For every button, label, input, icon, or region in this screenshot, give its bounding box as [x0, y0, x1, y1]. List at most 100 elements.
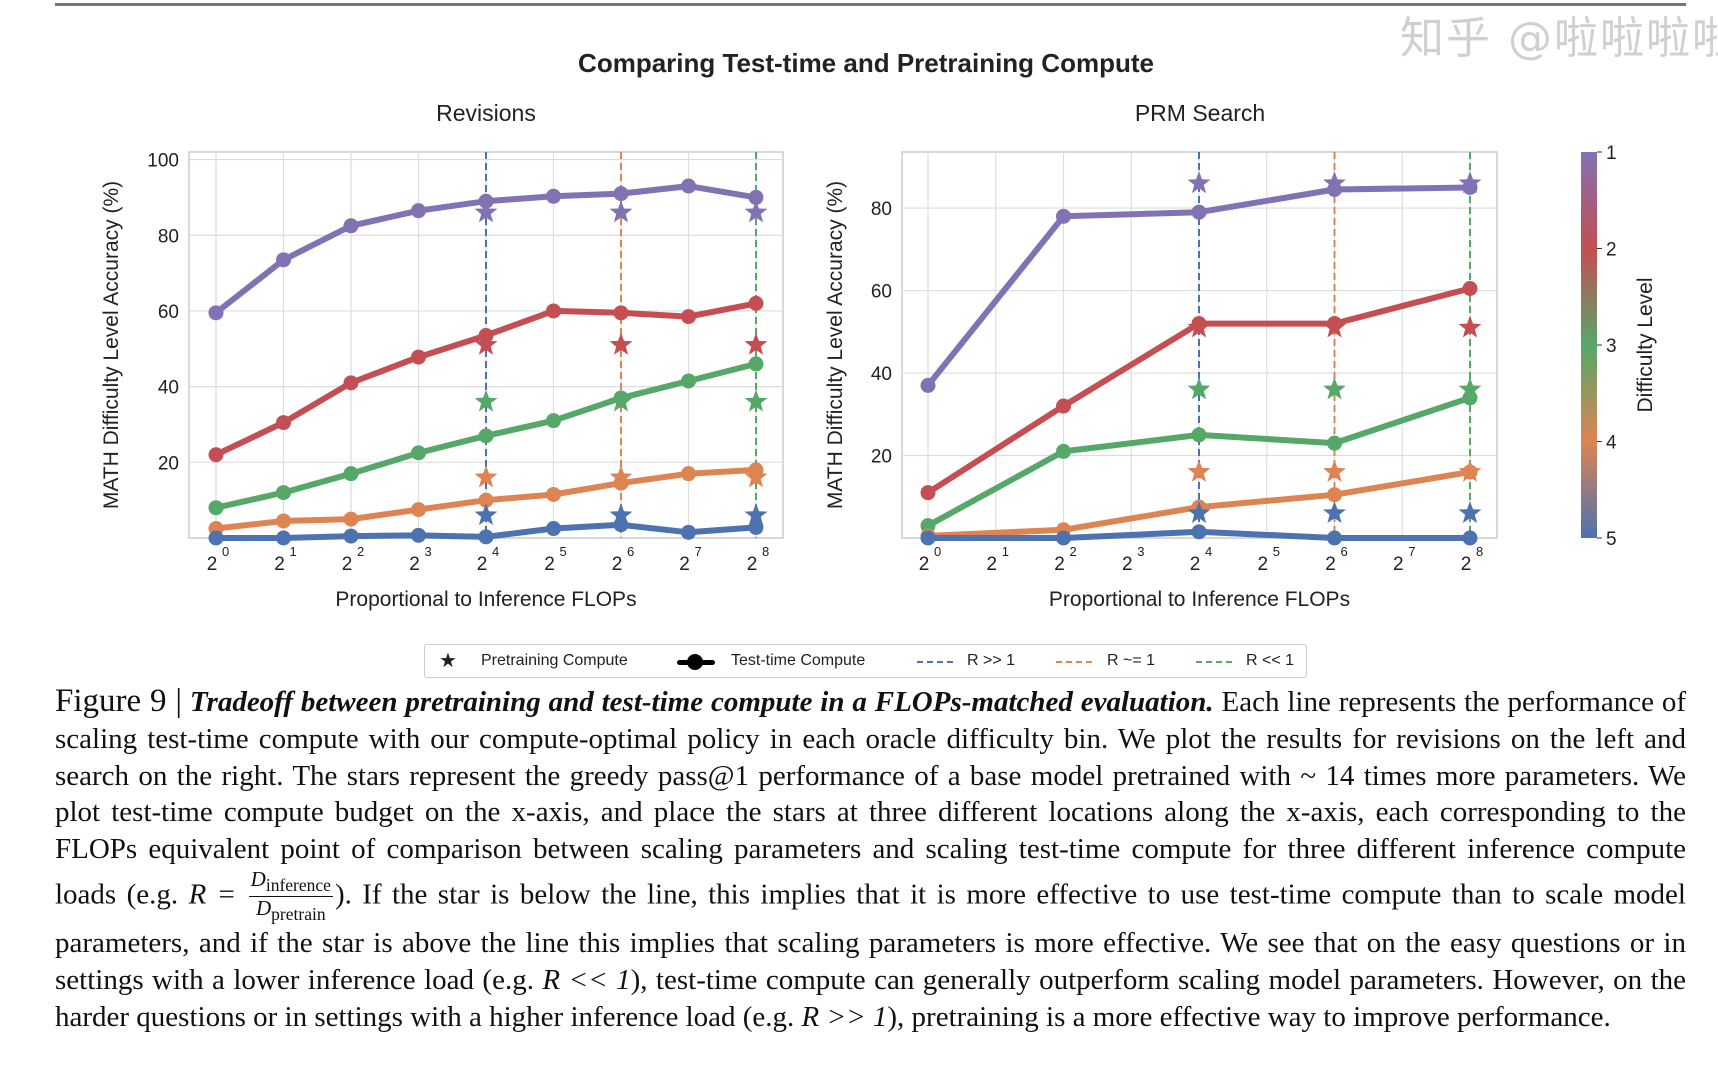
data-point-level-5 [920, 530, 936, 546]
x-tick-label: 2 [919, 554, 930, 575]
x-tick-exponent: 1 [290, 544, 297, 559]
data-point-level-2 [748, 295, 764, 311]
y-axis-label: MATH Difficulty Level Accuracy (%) [100, 181, 123, 509]
star-point-level-1 [609, 200, 633, 223]
legend: ★ Pretraining Compute Test-time Compute … [424, 644, 1307, 678]
y-tick-label: 20 [158, 453, 179, 474]
data-point-level-5 [276, 530, 291, 546]
star-point-level-4 [474, 465, 498, 488]
dash-blue-icon [917, 661, 953, 663]
frac-den: D [256, 896, 272, 921]
data-point-level-4 [681, 466, 696, 482]
data-point-level-3 [681, 373, 696, 389]
data-point-level-3 [478, 428, 494, 444]
caption-text: ). If the star is below the line, this i… [55, 878, 1686, 997]
x-axis-label: Proportional to Inference FLOPs [1049, 588, 1350, 611]
y-tick-label: 60 [871, 282, 892, 303]
caption-text: ), pretraining is a more effective way t… [887, 1000, 1611, 1033]
data-point-level-5 [546, 521, 561, 537]
data-point-level-5 [1191, 524, 1207, 540]
x-tick-exponent: 2 [357, 544, 364, 559]
star-point-level-4 [1323, 460, 1346, 482]
data-point-level-2 [208, 447, 224, 463]
x-tick-exponent: 2 [1070, 544, 1077, 559]
data-point-level-4 [1327, 487, 1342, 503]
star-point-level-3 [744, 389, 768, 412]
y-tick-label: 60 [158, 302, 179, 323]
y-tick-label: 20 [871, 447, 892, 468]
frac-num-sub: inference [265, 875, 331, 896]
colorbar-tick-label: 3 [1606, 336, 1617, 357]
data-point-level-3 [276, 485, 291, 501]
x-tick-exponent: 8 [762, 544, 769, 559]
data-point-level-5 [478, 529, 494, 545]
caption-text: ), test-time compute can generally outpe… [55, 964, 1686, 1033]
x-tick-label: 2 [274, 554, 285, 575]
data-point-level-1 [411, 203, 426, 219]
formula-fraction: Dinference Dpretrain [248, 868, 333, 925]
star-point-level-1 [474, 200, 498, 223]
formula-r-low: R << 1 [542, 964, 631, 997]
figure-title: Comparing Test-time and Pretraining Comp… [578, 48, 1154, 78]
dash-orange-icon [1056, 661, 1092, 663]
star-point-level-2 [474, 333, 498, 355]
legend-pretraining: Pretraining Compute [481, 652, 628, 669]
data-point-level-1 [1191, 204, 1207, 220]
data-point-level-1 [681, 178, 696, 194]
data-point-level-4 [478, 492, 494, 508]
x-tick-label: 2 [679, 554, 690, 575]
data-point-level-2 [1462, 281, 1478, 297]
data-point-level-2 [276, 415, 291, 431]
x-tick-label: 2 [207, 554, 218, 575]
x-tick-exponent: 8 [1476, 544, 1483, 559]
x-tick-label: 2 [1190, 554, 1201, 575]
data-point-level-2 [681, 309, 696, 325]
x-tick-exponent: 4 [492, 544, 499, 559]
data-point-level-1 [1056, 208, 1071, 224]
data-point-level-3 [546, 413, 561, 429]
legend-r-much-less: R << 1 [1246, 652, 1295, 669]
figure: Comparing Test-time and Pretraining Comp… [100, 48, 1657, 611]
x-tick-label: 2 [409, 554, 420, 575]
data-point-level-1 [920, 377, 936, 393]
formula-lhs: R = [188, 878, 247, 911]
top-rule [55, 3, 1686, 6]
star-point-level-3 [1458, 377, 1482, 400]
colorbar-tick-label: 1 [1606, 143, 1617, 164]
star-point-level-1 [744, 200, 768, 223]
y-tick-label: 40 [158, 378, 179, 399]
data-point-level-3 [920, 518, 936, 534]
colorbar: 1 2 3 4 5 Difficulty Level [1581, 143, 1657, 550]
data-point-level-1 [208, 305, 224, 321]
star-point-level-4 [1458, 460, 1482, 482]
star-point-level-3 [1323, 377, 1346, 400]
y-tick-label: 80 [871, 199, 892, 220]
x-tick-label: 2 [1257, 554, 1268, 575]
star-point-level-5 [744, 503, 768, 525]
data-point-level-5 [1462, 530, 1478, 546]
subplot-title: Revisions [436, 100, 536, 126]
star-point-level-2 [1187, 315, 1211, 338]
x-tick-label: 2 [544, 554, 555, 575]
legend-r-much-greater: R >> 1 [967, 652, 1016, 669]
legend-r-approx: R ~= 1 [1107, 652, 1156, 669]
x-tick-label: 2 [342, 554, 353, 575]
star-point-level-2 [609, 333, 633, 355]
data-point-level-2 [411, 349, 426, 365]
data-point-level-3 [1327, 435, 1342, 451]
star-point-level-5 [474, 503, 498, 525]
x-tick-label: 2 [1393, 554, 1404, 575]
data-point-level-3 [208, 500, 224, 516]
star-point-level-4 [744, 465, 768, 488]
x-tick-label: 2 [1054, 554, 1065, 575]
x-tick-exponent: 4 [1205, 544, 1212, 559]
data-point-level-4 [276, 513, 291, 529]
data-point-level-2 [343, 375, 359, 391]
y-tick-label: 40 [871, 364, 892, 385]
star-point-level-1 [1323, 171, 1346, 194]
data-point-level-5 [343, 528, 359, 544]
x-tick-exponent: 0 [934, 544, 941, 559]
data-point-level-5 [681, 524, 696, 540]
x-tick-exponent: 3 [425, 544, 432, 559]
